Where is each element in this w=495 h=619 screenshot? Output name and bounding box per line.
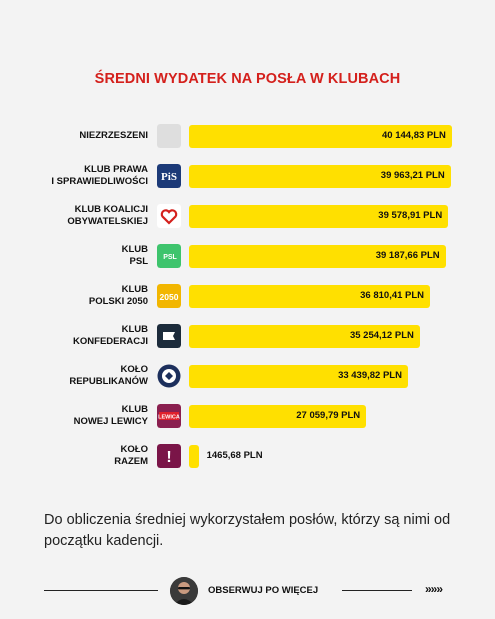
value-label: 40 144,83 PLN: [382, 130, 446, 141]
bar: [189, 324, 420, 348]
author-avatar: [170, 577, 198, 605]
footer-divider-left: [44, 590, 158, 591]
footer-divider-right: [342, 590, 412, 591]
category-label: NIEZRZESZENI: [79, 130, 148, 141]
category-label: KLUB KOALICJI OBYWATELSKIEJ: [67, 204, 148, 227]
category-label: KOŁO REPUBLIKANÓW: [69, 364, 148, 387]
bar: [189, 124, 452, 148]
svg-text:PSL: PSL: [163, 254, 177, 261]
value-label: 33 439,82 PLN: [338, 370, 402, 381]
bar: [189, 204, 449, 228]
lewica-logo: LEWICA: [157, 404, 181, 428]
category-label: KOŁO RAZEM: [114, 444, 148, 467]
razem-logo: !: [157, 444, 181, 468]
category-label: KLUB KONFEDERACJI: [73, 324, 148, 347]
arrows-icon: »»»: [425, 582, 443, 596]
konfederacja-logo: [157, 324, 181, 348]
bar: [189, 404, 367, 428]
bar: [189, 164, 451, 188]
bar: [189, 444, 199, 468]
value-label: 39 963,21 PLN: [380, 170, 445, 181]
value-label: 27 059,79 PLN: [296, 410, 361, 421]
category-label: KLUB POLSKI 2050: [88, 284, 148, 307]
svg-text:PiS: PiS: [161, 171, 177, 183]
bar: [189, 364, 409, 388]
ko-heart-logo: [157, 204, 181, 228]
category-label: KLUB PSL: [121, 244, 148, 267]
svg-text:!: !: [166, 449, 171, 466]
category-label: KLUB NOWEJ LEWICY: [73, 404, 148, 427]
value-label: 39 187,66 PLN: [375, 250, 440, 261]
psl-logo: PSL: [157, 244, 181, 268]
category-label: KLUB PRAWA I SPRAWIEDLIWOŚCI: [51, 164, 148, 187]
republikanie-eagle-logo: [157, 364, 181, 388]
svg-text:2050: 2050: [160, 292, 179, 302]
polska2050-logo: 2050: [157, 284, 181, 308]
svg-text:LEWICA: LEWICA: [158, 415, 180, 421]
bar-chart: NIEZRZESZENI 40 144,83 PLN KLUB PRAWA I SP…: [0, 116, 495, 476]
footnote: Do obliczenia średniej wykorzystałem pos…: [44, 512, 451, 549]
value-label: 39 578,91 PLN: [378, 210, 443, 221]
value-label: 36 810,41 PLN: [360, 290, 425, 301]
value-label: 1465,68 PLN: [206, 450, 263, 461]
chart-title: ŚREDNI WYDATEK NA POSŁA W KLUBACH: [94, 71, 401, 87]
bar: [189, 244, 446, 268]
value-label: 35 254,12 PLN: [349, 330, 414, 341]
blank-logo: [157, 124, 181, 148]
follow-cta[interactable]: OBSERWUJ PO WIĘCEJ: [208, 585, 319, 596]
pis-logo: PiS: [157, 164, 181, 188]
bar: [189, 284, 431, 308]
